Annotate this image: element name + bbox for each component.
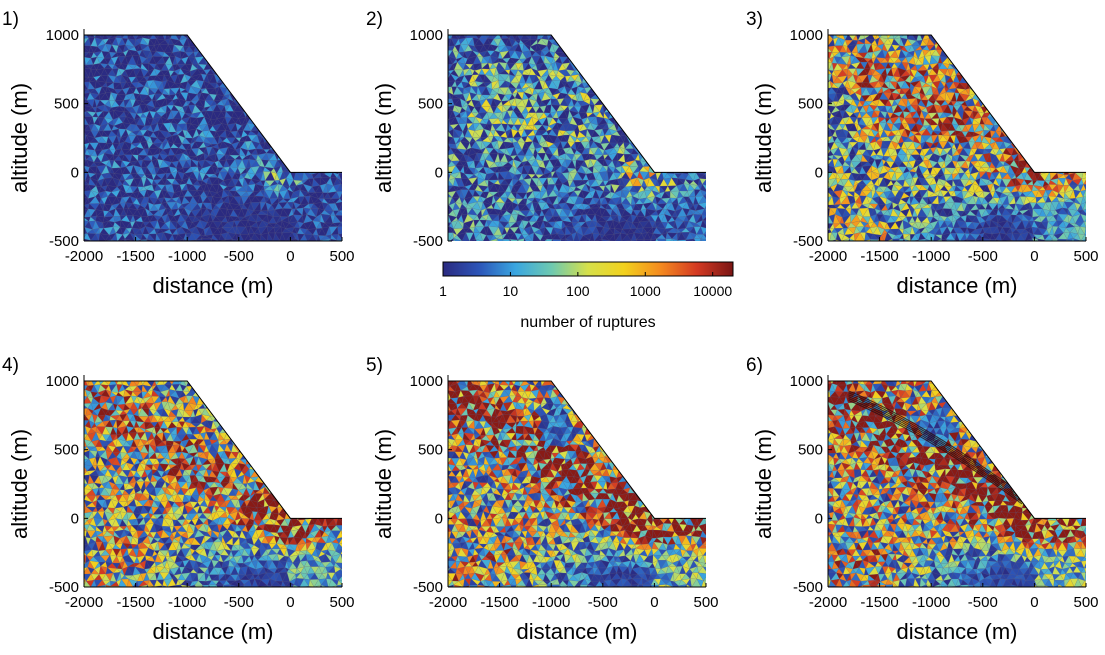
panel-label: 2) [366, 9, 383, 30]
y-axis-title: altitude (m) [7, 429, 32, 539]
colorbar-tick-label: 100 [566, 283, 590, 299]
x-tick-label: -2000 [65, 248, 103, 265]
triangle-mesh [75, 377, 348, 594]
x-axis-title: distance (m) [152, 619, 273, 644]
panel-label: 1) [2, 9, 19, 30]
x-tick-label: -1000 [532, 594, 570, 611]
x-tick-label: -2000 [65, 594, 103, 611]
x-tick-label: 500 [1073, 594, 1098, 611]
y-tick-label: 500 [418, 96, 443, 113]
triangle-mesh [819, 31, 1092, 248]
y-tick-label: 1000 [410, 373, 443, 390]
x-tick-label: -500 [224, 248, 254, 265]
y-tick-label: 1000 [790, 27, 823, 44]
y-tick-label: 0 [435, 510, 443, 527]
x-tick-label: 0 [1030, 594, 1038, 611]
colorbar-gradient [443, 262, 733, 276]
colorbar-tick-label: 10 [503, 283, 519, 299]
panel-label: 5) [366, 355, 383, 376]
x-tick-label: 0 [650, 594, 658, 611]
triangle-mesh [76, 31, 349, 248]
y-tick-label: 0 [71, 510, 79, 527]
x-tick-label: -500 [968, 248, 998, 265]
x-tick-label: 0 [286, 594, 294, 611]
triangle-mesh [440, 31, 713, 248]
y-tick-label: -500 [413, 233, 443, 250]
y-tick-label: 500 [54, 96, 79, 113]
triangle-mesh [819, 378, 1091, 594]
x-axis-title: distance (m) [896, 619, 1017, 644]
panel-label: 4) [2, 355, 19, 376]
x-tick-label: -500 [224, 594, 254, 611]
y-tick-label: 0 [815, 164, 823, 181]
x-tick-label: -2000 [429, 594, 467, 611]
y-axis-title: altitude (m) [751, 83, 776, 193]
x-tick-label: 500 [693, 594, 718, 611]
y-tick-label: 500 [798, 96, 823, 113]
x-tick-label: -2000 [809, 594, 847, 611]
colorbar: 1 10 100 1000 10000 number of ruptures [439, 262, 733, 331]
y-tick-label: 1000 [790, 373, 823, 390]
x-axis-title: distance (m) [152, 273, 273, 298]
y-tick-label: 0 [71, 164, 79, 181]
x-tick-label: -1000 [168, 594, 206, 611]
y-tick-label: 1000 [46, 373, 79, 390]
y-tick-label: 0 [435, 164, 443, 181]
y-tick-label: 1000 [410, 27, 443, 44]
colorbar-title: number of ruptures [520, 314, 655, 331]
x-tick-label: -1000 [912, 594, 950, 611]
y-tick-label: 0 [815, 510, 823, 527]
y-tick-label: 500 [418, 442, 443, 459]
x-tick-label: -500 [588, 594, 618, 611]
y-axis-title: altitude (m) [751, 429, 776, 539]
y-tick-label: 500 [54, 442, 79, 459]
x-tick-label: -1000 [912, 248, 950, 265]
colorbar-tick-label: 10000 [693, 283, 732, 299]
y-axis-title: altitude (m) [371, 429, 396, 539]
panel-label: 6) [746, 355, 763, 376]
x-tick-label: -1500 [860, 594, 898, 611]
y-axis-title: altitude (m) [371, 83, 396, 193]
x-tick-label: -1500 [860, 248, 898, 265]
x-tick-label: 500 [329, 594, 354, 611]
x-axis-title: distance (m) [896, 273, 1017, 298]
panel-2: 2) 1000 500 0 -500 altitude (m) [366, 9, 712, 250]
x-tick-label: -1500 [480, 594, 518, 611]
panel-label: 3) [746, 9, 763, 30]
x-tick-label: -1500 [116, 248, 154, 265]
y-tick-label: 500 [798, 442, 823, 459]
x-axis-title: distance (m) [516, 619, 637, 644]
y-tick-label: 1000 [46, 27, 79, 44]
colorbar-tick-label: 1 [439, 283, 447, 299]
x-tick-label: -1500 [116, 594, 154, 611]
x-tick-label: 500 [1073, 248, 1098, 265]
x-tick-label: -2000 [809, 248, 847, 265]
x-tick-label: 0 [286, 248, 294, 265]
x-tick-label: -500 [968, 594, 998, 611]
triangle-mesh [439, 377, 712, 594]
x-tick-label: 0 [1030, 248, 1038, 265]
x-tick-label: 500 [329, 248, 354, 265]
x-tick-label: -1000 [168, 248, 206, 265]
colorbar-tick-label: 1000 [630, 283, 661, 299]
y-axis-title: altitude (m) [7, 83, 32, 193]
